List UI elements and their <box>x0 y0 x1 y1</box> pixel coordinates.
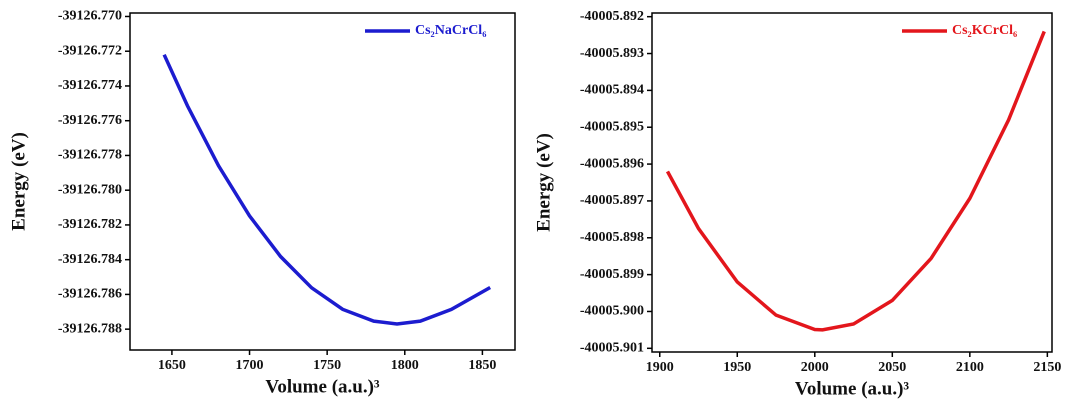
y-tick-label: -39126.784 <box>58 252 122 267</box>
y-tick-label: -39126.786 <box>58 287 122 302</box>
y-tick-label: -39126.774 <box>58 78 122 93</box>
legend-label: Cs₂NaCrCl₆ <box>415 23 486 38</box>
x-tick-label: 2000 <box>801 360 829 375</box>
y-axis-title: Energy (eV) <box>8 132 29 231</box>
y-tick-label: -39126.776 <box>58 113 122 128</box>
x-tick-label: 1700 <box>236 358 264 373</box>
data-line <box>665 30 1046 332</box>
x-tick-label: 1850 <box>468 358 496 373</box>
x-tick-label: 1800 <box>391 358 419 373</box>
y-tick-label: -40005.892 <box>580 9 644 24</box>
x-tick-label: 2150 <box>1033 360 1061 375</box>
y-tick-label: -40005.901 <box>580 341 644 356</box>
x-axis-title: Volume (a.u.)³ <box>265 376 380 397</box>
y-axis-title: Energy (eV) <box>533 133 554 232</box>
y-tick-label: -40005.893 <box>580 46 644 61</box>
x-axis-title: Volume (a.u.)³ <box>795 378 910 399</box>
y-tick-label: -40005.896 <box>580 156 644 171</box>
x-tick-label: 1900 <box>646 360 674 375</box>
y-tick-label: -39126.780 <box>58 182 122 197</box>
x-tick-label: 2100 <box>956 360 984 375</box>
legend-label: Cs₂KCrCl₆ <box>952 23 1017 38</box>
x-tick-label: 1650 <box>158 358 186 373</box>
plot-frame <box>129 12 516 351</box>
y-tick-label: -40005.894 <box>580 83 644 98</box>
x-tick-label: 1950 <box>723 360 751 375</box>
y-tick-label: -40005.900 <box>580 304 644 319</box>
y-tick-label: -39126.782 <box>58 217 122 232</box>
y-tick-label: -39126.778 <box>58 148 122 163</box>
y-tick-label: -39126.772 <box>58 43 122 58</box>
y-tick-label: -40005.898 <box>580 230 644 245</box>
y-tick-label: -40005.897 <box>580 193 644 208</box>
plot-frame <box>651 12 1053 353</box>
x-tick-label: 2050 <box>878 360 906 375</box>
y-tick-label: -40005.895 <box>580 119 644 134</box>
y-tick-label: -39126.770 <box>58 9 122 24</box>
y-tick-label: -39126.788 <box>58 321 122 336</box>
data-line <box>162 53 492 326</box>
y-tick-label: -40005.899 <box>580 267 644 282</box>
x-tick-label: 1750 <box>313 358 341 373</box>
